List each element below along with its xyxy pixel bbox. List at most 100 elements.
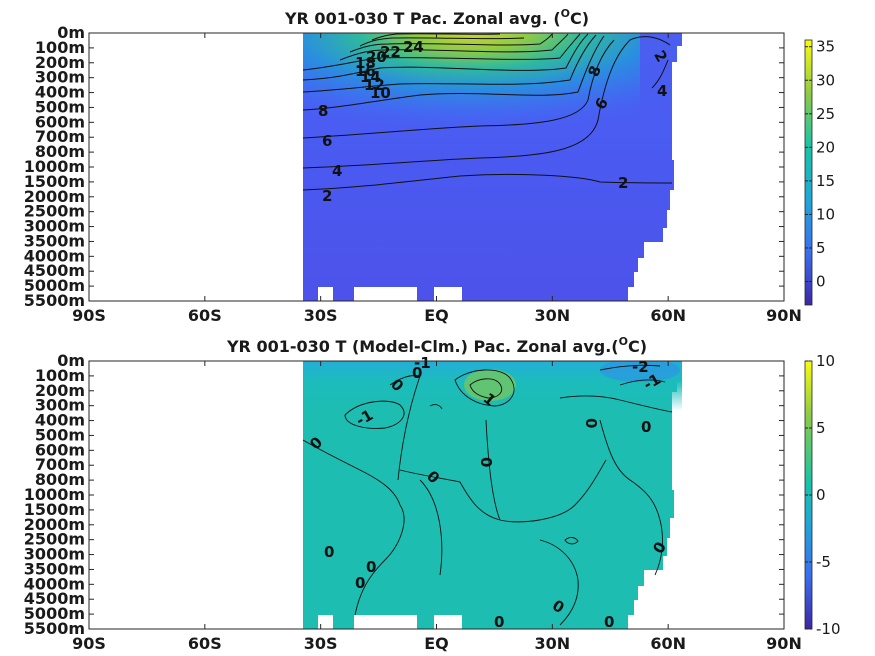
contour-label: 0 [412, 364, 422, 382]
bottom-chart: YR 001-030 T (Model-Clm.) Pac. Zonal avg… [24, 335, 841, 653]
contour-label: 0 [477, 457, 495, 467]
top-heatmap-field [303, 33, 682, 301]
x-tick-label: 60N [650, 306, 686, 325]
x-tick-label: 90S [72, 306, 106, 325]
colorbar-tick-label: 35 [816, 38, 835, 56]
contour-label: 22 [380, 43, 401, 61]
y-tick-label: 700m [35, 127, 85, 146]
contour-label: 14 [360, 68, 381, 86]
top-x-axis: 90S 60S 30S EQ 30N 60N 90N [72, 33, 802, 325]
contour-label: 4 [332, 162, 342, 180]
top-y-axis: 0m100m200m300m400m500m600m700m800m1000m1… [24, 23, 784, 310]
y-tick-label: 200m [35, 381, 85, 400]
colorbar-tick-label: 10 [816, 205, 835, 223]
x-tick-label: 90N [766, 306, 802, 325]
y-tick-label: 400m [35, 83, 85, 102]
y-tick-label: 1000m [24, 157, 85, 176]
colorbar-tick-label: -5 [816, 553, 831, 571]
colorbar-tick-label: 10 [816, 352, 835, 370]
bottom-heatmap-field [303, 361, 682, 629]
y-tick-label: 600m [35, 440, 85, 459]
y-tick-label: 0m [57, 23, 85, 42]
y-tick-label: 2500m [24, 530, 85, 549]
contour-label: 16 [355, 62, 376, 80]
top-chart: YR 001-030 T Pac. Zonal avg. (OC) 24 22 … [24, 7, 835, 325]
y-tick-label: 3000m [24, 217, 85, 236]
contour-label: 0 [582, 418, 600, 428]
colorbar-tick-label: 5 [816, 419, 826, 437]
colorbar-tick-label: -10 [816, 620, 841, 638]
y-tick-label: 400m [35, 411, 85, 430]
y-tick-label: 700m [35, 455, 85, 474]
contour-label: 8 [318, 102, 328, 120]
contour-label: 0 [494, 613, 504, 631]
bottom-chart-title: YR 001-030 T (Model-Clm.) Pac. Zonal avg… [226, 335, 647, 356]
bottom-x-axis: 90S 60S 30S EQ 30N 60N 90N [72, 361, 802, 653]
y-tick-label: 100m [35, 38, 85, 57]
bottom-contour-lines [302, 364, 673, 626]
contour-label: 2 [322, 187, 332, 205]
contour-label: 4 [657, 82, 667, 100]
y-tick-label: 800m [35, 142, 85, 161]
y-tick-label: 3500m [24, 231, 85, 250]
contour-label: 18 [355, 54, 376, 72]
y-tick-label: 2000m [24, 515, 85, 534]
bottom-ocean-field [303, 361, 682, 629]
contour-label: 0 [355, 574, 365, 592]
x-tick-label: 90N [766, 634, 802, 653]
bottom-y-axis: 0m100m200m300m400m500m600m700m800m1000m1… [24, 351, 784, 638]
colorbar-tick-label: 5 [816, 239, 826, 257]
y-tick-label: 0m [57, 351, 85, 370]
contour-label: 24 [403, 38, 424, 56]
bottom-colorbar-ticks: 10 5 0 -5 -10 [805, 352, 841, 638]
contour-label: -1 [640, 370, 663, 394]
y-tick-label: 500m [35, 97, 85, 116]
x-tick-label: 30N [535, 634, 571, 653]
y-tick-label: 5000m [24, 276, 85, 295]
x-tick-label: EQ [424, 306, 449, 325]
y-tick-label: 300m [35, 68, 85, 87]
x-tick-label: 90S [72, 634, 106, 653]
x-tick-label: EQ [424, 634, 449, 653]
colorbar-tick-label: 0 [816, 273, 826, 291]
colorbar-tick-label: 25 [816, 105, 835, 123]
y-tick-label: 800m [35, 470, 85, 489]
contour-label: 6 [322, 132, 332, 150]
top-chart-title: YR 001-030 T Pac. Zonal avg. (OC) [284, 7, 589, 28]
contour-label: -2 [632, 358, 649, 376]
colorbar-tick-label: 0 [816, 486, 826, 504]
bottom-cool-anomaly [600, 361, 680, 382]
y-tick-label: 2500m [24, 202, 85, 221]
top-warm-pool [303, 33, 640, 140]
y-tick-label: 300m [35, 396, 85, 415]
top-colorbar-bar [804, 39, 813, 306]
colorbar-tick-label: 20 [816, 138, 835, 156]
y-tick-label: 5500m [24, 619, 85, 638]
bottom-warm-anomaly [464, 369, 516, 401]
contour-label: 0 [604, 613, 614, 631]
contour-label: -1 [353, 406, 376, 430]
y-tick-label: 1500m [24, 172, 85, 191]
y-tick-label: 5000m [24, 604, 85, 623]
bottom-colorbar: 10 5 0 -5 -10 [804, 352, 841, 638]
y-tick-label: 200m [35, 53, 85, 72]
x-tick-label: 60N [650, 634, 686, 653]
top-contour-labels: 24 22 20 18 16 14 12 10 8 6 4 2 2 2 4 6 … [318, 38, 671, 205]
top-colorbar-ticks: 0 5 10 15 20 25 30 35 [805, 38, 835, 291]
y-tick-label: 1500m [24, 500, 85, 519]
contour-label: 0 [641, 418, 651, 436]
y-tick-label: 5500m [24, 291, 85, 310]
y-tick-label: 4500m [24, 261, 85, 280]
contour-label: -1 [414, 354, 431, 372]
y-tick-label: 4000m [24, 574, 85, 593]
y-tick-label: 4500m [24, 589, 85, 608]
x-tick-label: 30S [304, 306, 338, 325]
y-tick-label: 3000m [24, 545, 85, 564]
colorbar-tick-label: 30 [816, 71, 835, 89]
x-tick-label: 30S [304, 634, 338, 653]
y-tick-label: 600m [35, 112, 85, 131]
x-tick-label: 60S [188, 306, 222, 325]
y-tick-label: 3500m [24, 559, 85, 578]
x-tick-label: 30N [535, 306, 571, 325]
